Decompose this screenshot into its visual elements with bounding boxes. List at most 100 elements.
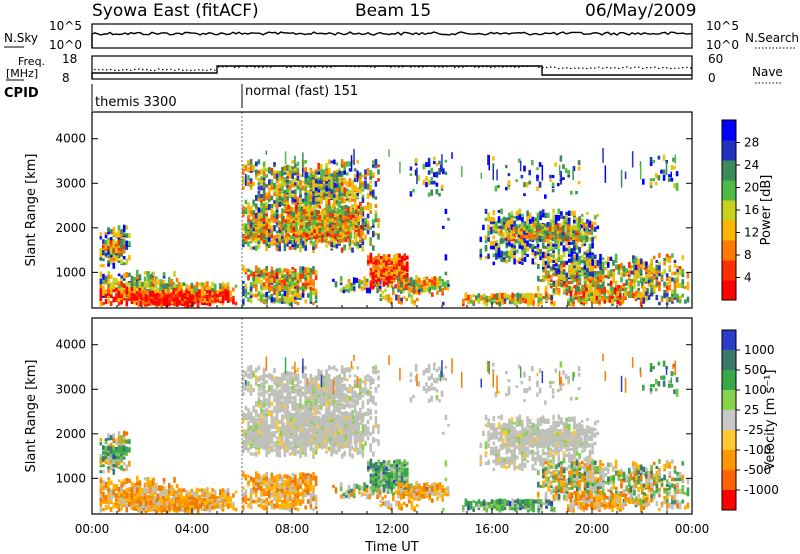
power-cell [341, 214, 345, 221]
power-cell [599, 273, 602, 280]
power-cell [312, 302, 315, 306]
power-cell [328, 228, 332, 234]
power-cell [607, 283, 610, 287]
power-cell [330, 160, 333, 164]
power-cell [265, 224, 268, 231]
power-cell [617, 270, 621, 275]
power-cell [328, 227, 332, 231]
power-cell [249, 219, 253, 223]
power-cell [417, 176, 420, 181]
power-cell [273, 173, 276, 179]
power-cell [357, 207, 361, 211]
velocity-cell [112, 437, 116, 442]
power-cell [385, 282, 388, 286]
power-cell [104, 275, 108, 282]
power-cell [577, 295, 580, 300]
power-cell [598, 299, 601, 304]
power-cell [591, 259, 594, 266]
velocity-cell [128, 460, 131, 467]
power-cell [563, 261, 566, 268]
power-cell [265, 216, 268, 222]
power-cell [400, 255, 404, 260]
power-cell [287, 235, 290, 239]
power-cell [681, 293, 685, 298]
power-cell [563, 283, 566, 287]
power-cell [402, 288, 405, 293]
power-cell [295, 220, 298, 226]
power-cell [547, 274, 550, 279]
nsky-strip: N.Sky 10^5 10^0 10^5 10^0 N.Search [4, 19, 799, 52]
power-cell [273, 164, 276, 168]
power-cell [518, 224, 522, 231]
power-cell [686, 281, 690, 286]
power-cell [556, 239, 560, 244]
power-cell [410, 282, 413, 287]
power-cell [200, 282, 204, 286]
power-cell [249, 159, 253, 165]
velocity-cell [112, 463, 116, 468]
power-cell [528, 243, 532, 248]
power-cell [369, 226, 372, 230]
power-cell [568, 271, 571, 278]
power-cell [515, 224, 518, 231]
velocity-cell [149, 485, 152, 489]
power-cell [575, 263, 579, 270]
power-cell [284, 238, 288, 244]
power-cell [352, 209, 355, 213]
power-cell [315, 226, 319, 232]
power-cell [249, 184, 253, 188]
velocity-cell [107, 445, 110, 452]
power-cell [262, 276, 266, 281]
power-cell [125, 258, 129, 265]
power-cell [619, 289, 622, 294]
power-cell [281, 185, 284, 191]
power-cell [398, 261, 401, 267]
power-cell [262, 181, 266, 187]
power-cell [505, 236, 509, 239]
power-cell [467, 294, 470, 301]
power-cell [435, 190, 439, 195]
power-cell [607, 274, 610, 280]
velocity-cell [120, 465, 123, 470]
power-cell [356, 191, 359, 197]
power-cell [639, 258, 643, 265]
power-cell [386, 282, 390, 287]
power-cell [427, 170, 431, 175]
power-cell [252, 246, 255, 250]
power-cell [639, 265, 643, 270]
power-cell [549, 174, 552, 179]
power-cell [622, 265, 626, 272]
power-cell [652, 267, 656, 272]
power-cell [380, 261, 383, 266]
power-cell [300, 213, 303, 218]
power-cell [446, 286, 450, 291]
power-cell [526, 210, 529, 217]
power-cell [109, 245, 113, 252]
power-cell [522, 222, 526, 228]
power-cell [598, 297, 601, 302]
power-cell [335, 169, 339, 173]
power-cell [304, 204, 307, 208]
power-cell [333, 206, 336, 210]
power-cell [120, 285, 123, 292]
power-cell [208, 291, 212, 296]
power-cell [374, 255, 378, 260]
power-cell [645, 291, 648, 296]
power-cell [541, 235, 544, 239]
power-cell [265, 150, 268, 155]
power-cell [315, 210, 319, 216]
power-cell [283, 177, 287, 183]
power-cell [125, 281, 129, 288]
power-cell [165, 283, 168, 289]
power-cell [423, 279, 426, 286]
velocity-cell [112, 492, 116, 499]
power-cell [244, 268, 248, 273]
power-cell [325, 186, 328, 192]
velocity-cell [115, 446, 118, 451]
power-cell [314, 295, 318, 300]
power-cell [399, 279, 403, 283]
power-cell [435, 162, 439, 167]
power-cell [387, 254, 391, 258]
power-cell [364, 169, 367, 175]
power-cell [275, 186, 279, 190]
